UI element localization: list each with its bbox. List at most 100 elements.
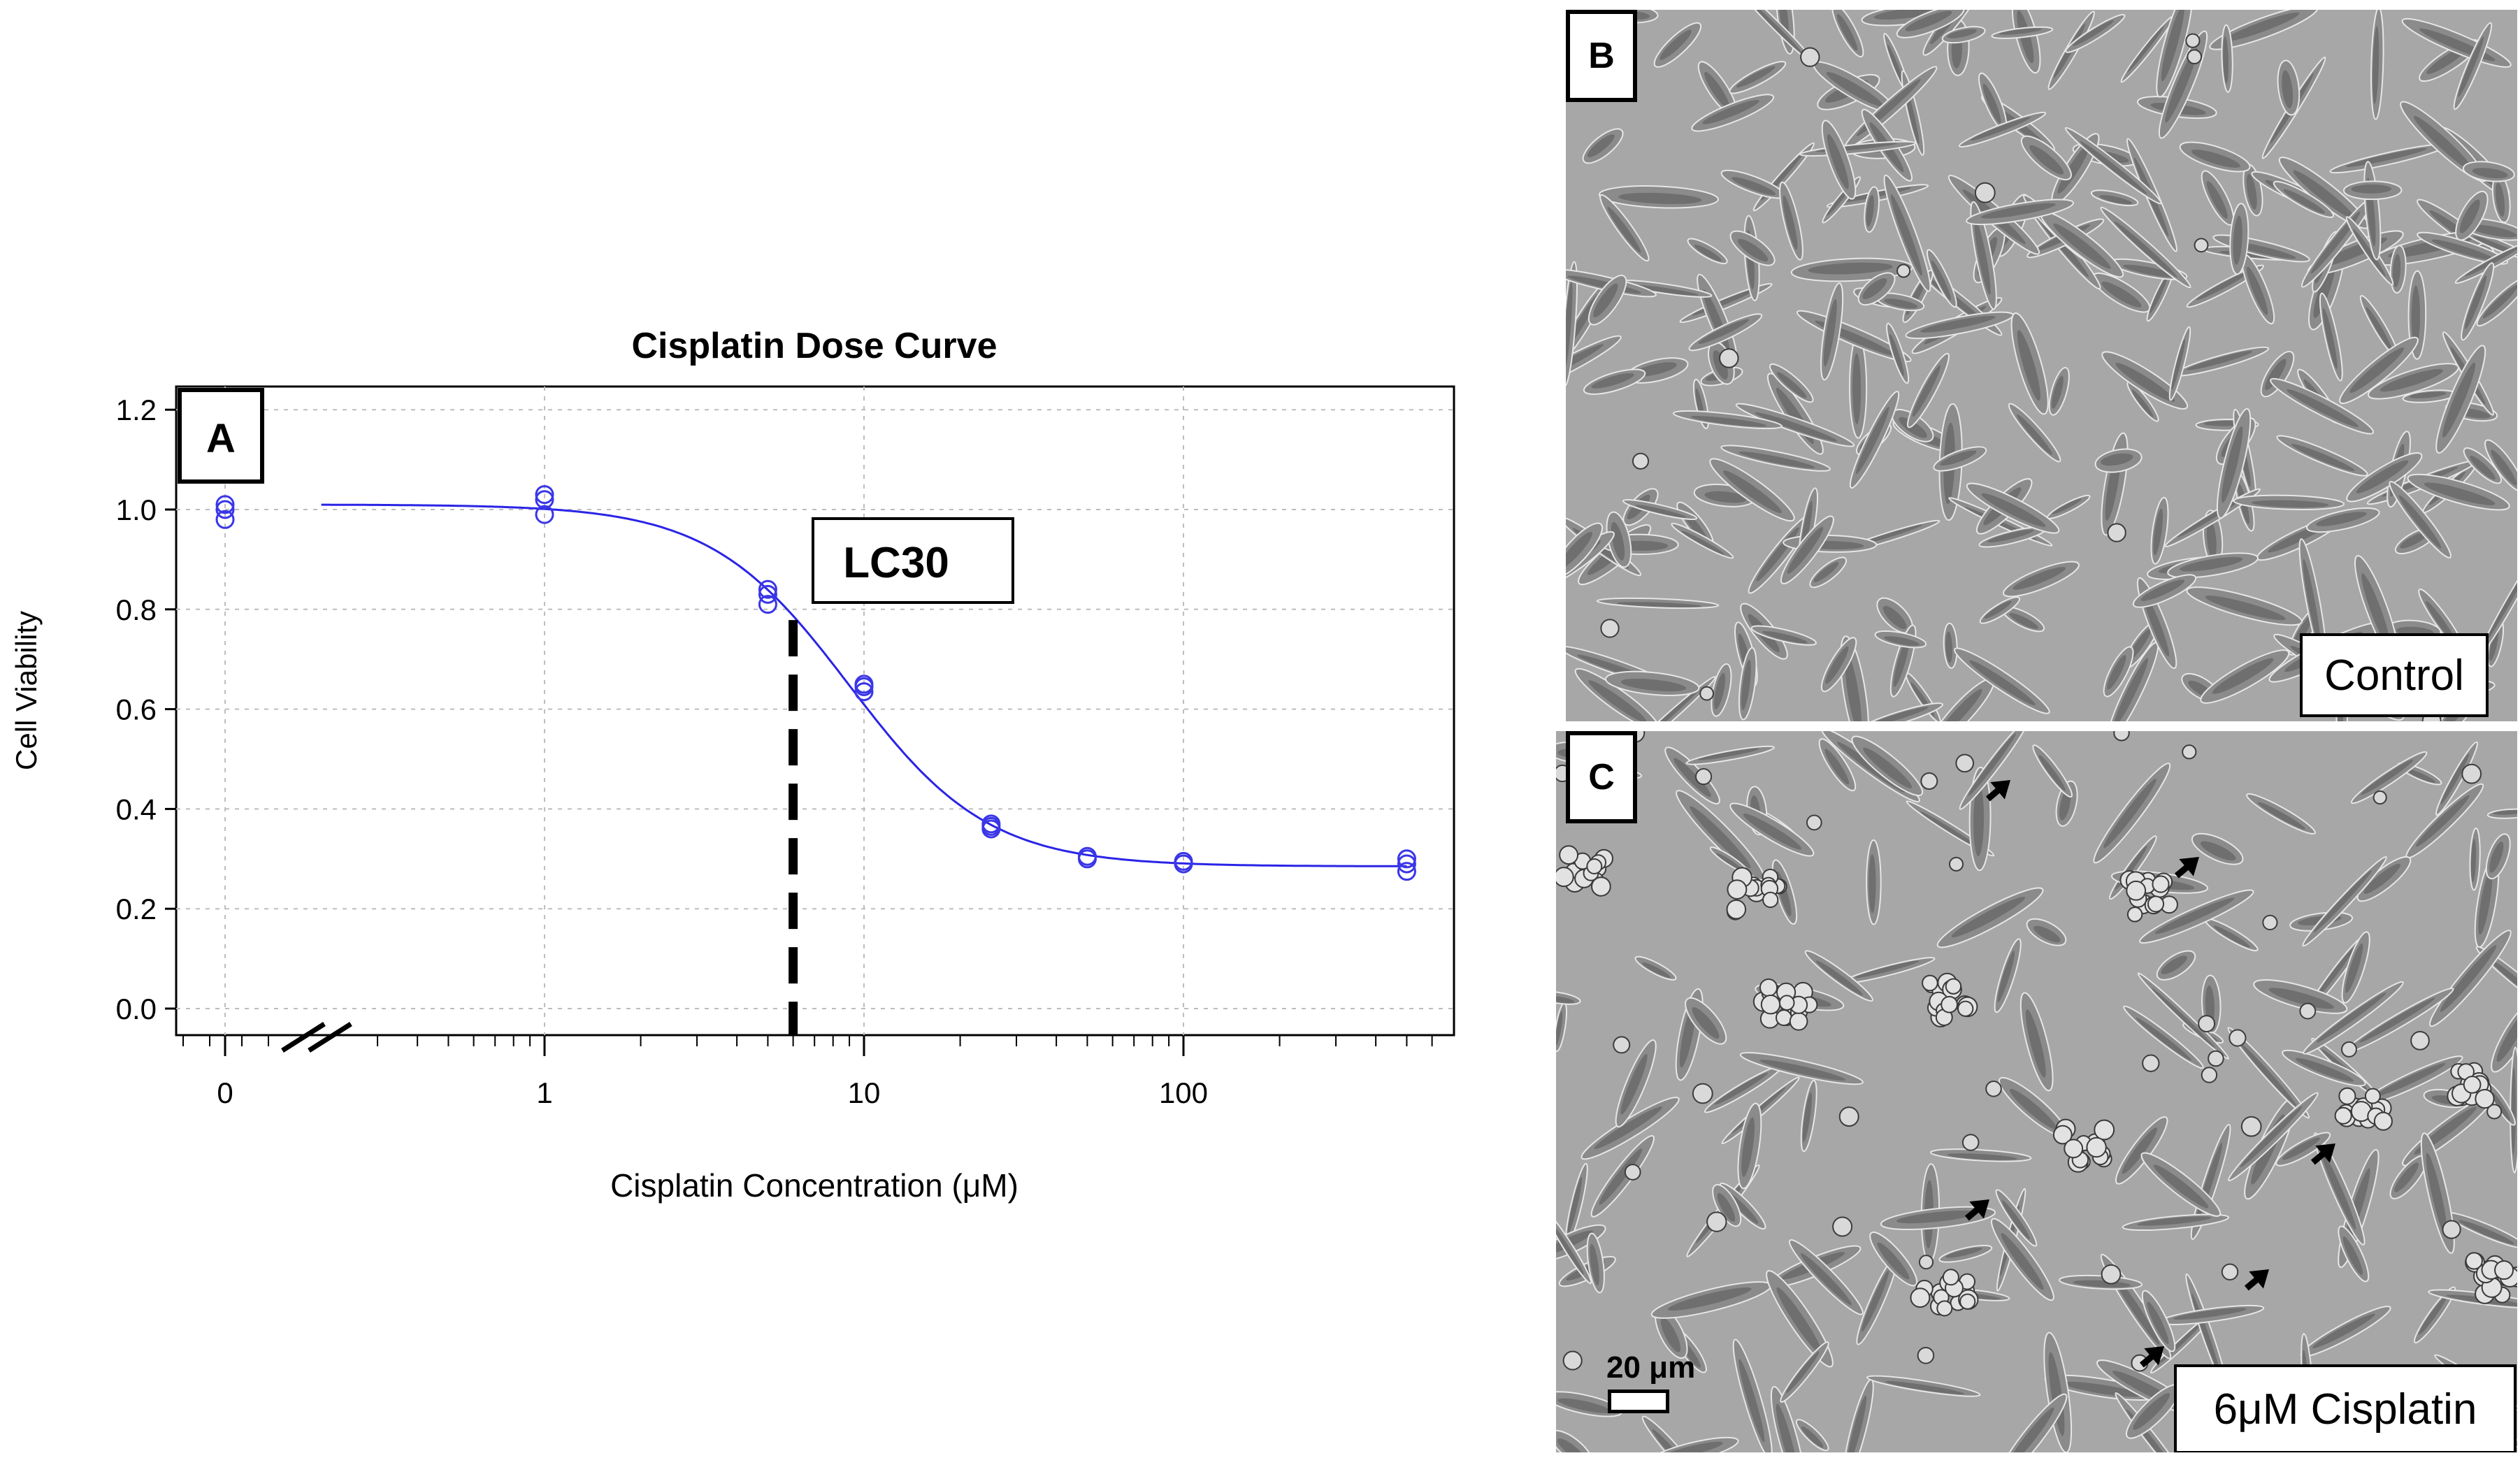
cell	[2137, 972, 2229, 1060]
cell-shadow	[2122, 1127, 2158, 1174]
cell-shadow	[1607, 206, 1641, 253]
cell	[2319, 292, 2343, 382]
cell-shadow	[2017, 330, 2040, 401]
arrow-icon	[1985, 780, 2010, 802]
cell	[1874, 630, 1927, 649]
cell-shadow	[2495, 182, 2505, 217]
cell-shadow	[2029, 145, 2064, 175]
cell	[2389, 481, 2451, 558]
data-points	[215, 485, 1416, 881]
cell-shadow	[1920, 315, 1996, 333]
cell	[2123, 1005, 2204, 1069]
cell-shadow	[2373, 26, 2379, 104]
cell-shadow	[2246, 173, 2257, 210]
cell-shadow	[2321, 1151, 2356, 1230]
cell-shadow	[1912, 365, 1941, 417]
round-cell	[2410, 1031, 2430, 1051]
cell	[2461, 262, 2495, 341]
cell	[1738, 647, 1757, 721]
cell-shadow	[2114, 221, 2177, 277]
cell	[2277, 59, 2301, 116]
cell	[2273, 180, 2335, 218]
cell-shadow	[2426, 1153, 2447, 1237]
cell	[1598, 185, 1719, 209]
cell	[2463, 447, 2503, 484]
cell-shadow	[2111, 1272, 2160, 1345]
cell-shadow	[2137, 1216, 2212, 1226]
cell-shadow	[1856, 406, 1889, 475]
cell-shadow	[2393, 254, 2401, 287]
cell-shadow	[2059, 788, 2071, 821]
cell-cluster	[2086, 1136, 2107, 1158]
round-cell	[2461, 763, 2482, 784]
cell	[1691, 94, 1775, 132]
cell	[1769, 363, 1814, 403]
cell	[1943, 622, 1958, 669]
cell-cluster	[1910, 1287, 1931, 1308]
cell	[2485, 833, 2511, 880]
cell-shadow	[2101, 282, 2142, 308]
cell	[2305, 507, 2380, 533]
cell-shadow	[2140, 579, 2185, 601]
cell-shadow	[1982, 83, 2001, 124]
x-tick-label: 100	[1159, 1076, 1208, 1109]
cell-shadow	[2379, 369, 2443, 392]
lc30-label: LC30	[843, 539, 949, 587]
round-cell	[1948, 856, 1964, 872]
cell-shadow	[2154, 897, 2235, 934]
cell-shadow	[1981, 493, 2046, 527]
cell-shadow	[1714, 1072, 1769, 1105]
cell	[1590, 1135, 1655, 1218]
cell	[2019, 992, 2054, 1092]
round-cell	[2194, 238, 2209, 253]
data-point	[215, 510, 235, 529]
round-cell	[2442, 1220, 2461, 1239]
cell	[1966, 482, 2060, 534]
cell	[1697, 61, 1738, 116]
cell-shadow	[2149, 276, 2168, 314]
y-tick-label: 0.8	[116, 593, 157, 626]
cell	[2003, 561, 2080, 598]
cell-shadow	[2283, 189, 2325, 214]
cell	[1978, 72, 2008, 131]
cell	[2275, 1132, 2331, 1167]
dose-curve-chart: Cisplatin Dose Curve 0.0 0.2 0.4 0.6 0.8 1.0 1…	[10, 326, 1455, 1204]
cell	[1876, 597, 1913, 634]
cell	[2342, 180, 2403, 201]
arrow-icon	[1964, 1199, 1989, 1221]
cell	[2227, 1027, 2310, 1119]
cell	[2476, 277, 2517, 327]
cell	[2389, 245, 2407, 294]
round-cell	[1562, 1350, 1583, 1371]
cell-shadow	[1557, 1438, 1586, 1452]
cell-shadow	[2366, 307, 2392, 351]
cell-shadow	[2424, 482, 2496, 505]
cell-cluster	[2373, 1111, 2393, 1131]
cell	[1648, 1436, 1739, 1452]
cell	[1739, 1052, 1864, 1085]
cell-shadow	[2465, 247, 2517, 277]
cell-shadow	[1852, 353, 1862, 424]
cell-cluster	[2094, 1119, 2115, 1141]
cell-shadow	[2221, 426, 2243, 503]
cell-shadow	[1567, 1176, 1583, 1234]
cell-shadow	[1884, 636, 1920, 646]
cell-shadow	[1659, 29, 1692, 60]
data-point	[758, 595, 777, 614]
cell-cluster	[1586, 858, 1603, 874]
cell-shadow	[2310, 211, 2361, 274]
cell-shadow	[2240, 1106, 2303, 1168]
cell	[1933, 446, 1987, 472]
cell-cluster	[2364, 1088, 2381, 1104]
cell-shadow	[1637, 688, 1701, 721]
cell-shadow	[2063, 1381, 2142, 1397]
cell-shadow	[2361, 573, 2391, 647]
cell	[1653, 22, 1702, 68]
cell	[2341, 931, 2370, 1004]
cell	[2413, 1286, 2456, 1344]
cell-shadow	[1893, 637, 1910, 687]
cell-shadow	[1785, 1351, 1820, 1394]
cell-shadow	[1632, 284, 1699, 296]
cell-cluster	[1936, 1300, 1953, 1317]
cell	[1990, 1218, 2054, 1301]
